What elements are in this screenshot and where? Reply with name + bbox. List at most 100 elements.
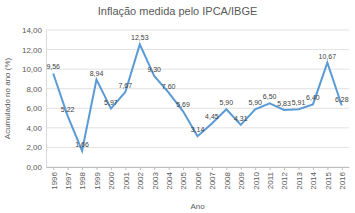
- x-tick-label: 1998: [78, 171, 87, 189]
- x-tick: 2004: [165, 167, 174, 190]
- x-tick-mark: [241, 167, 242, 170]
- y-tick: 8,00: [26, 85, 46, 94]
- data-label: 8,94: [90, 70, 104, 77]
- x-tick: 1999: [93, 167, 102, 190]
- y-tick: 6,00: [26, 104, 46, 113]
- x-tick: 2011: [266, 167, 275, 189]
- y-tick: 12,00: [22, 46, 46, 55]
- data-label: 4,31: [234, 115, 248, 122]
- x-tick-label: 2001: [122, 171, 131, 189]
- data-label: 5,90: [248, 99, 262, 106]
- x-axis: 1996199719981999200020012002200320042005…: [47, 167, 350, 190]
- x-tick-mark: [169, 167, 170, 170]
- data-label: 6,28: [335, 96, 349, 103]
- data-label: 3,14: [191, 126, 205, 133]
- y-axis-line: [46, 31, 47, 168]
- y-tick-label: 4,00: [26, 124, 42, 133]
- y-tick-label: 2,00: [26, 143, 42, 152]
- x-tick: 2005: [179, 167, 188, 190]
- x-tick-mark: [125, 167, 126, 170]
- y-tick-label: 0,00: [26, 163, 42, 172]
- x-tick-label: 2014: [309, 171, 318, 189]
- x-tick: 2006: [194, 167, 203, 190]
- x-tick: 2013: [295, 167, 304, 190]
- x-tick-label: 2002: [136, 171, 145, 189]
- y-tick: 2,00: [26, 143, 46, 152]
- data-label: 10,67: [319, 53, 337, 60]
- grid-line: [46, 49, 349, 50]
- x-tick-label: 2012: [280, 171, 289, 189]
- data-labels: 9,565,221,668,945,977,6712,539,307,605,6…: [46, 34, 348, 147]
- x-tick-mark: [53, 167, 54, 170]
- x-tick: 2007: [208, 167, 217, 190]
- x-tick-mark: [255, 167, 256, 170]
- y-tick-label: 10,00: [22, 65, 43, 74]
- x-tick-mark: [284, 167, 285, 170]
- x-tick-mark: [183, 167, 184, 170]
- data-label: 1,66: [75, 141, 89, 148]
- x-tick-mark: [226, 167, 227, 170]
- x-tick-mark: [327, 167, 328, 170]
- x-tick: 2002: [136, 167, 145, 190]
- x-tick-label: 2013: [295, 171, 304, 189]
- x-tick: 2003: [151, 167, 160, 190]
- x-tick: 2008: [223, 167, 232, 190]
- x-tick-label: 2009: [237, 171, 246, 189]
- x-tick-mark: [313, 167, 314, 170]
- x-tick: 1996: [50, 167, 59, 190]
- x-tick-mark: [270, 167, 271, 170]
- x-tick-label: 2005: [179, 171, 188, 189]
- x-tick: 1998: [78, 167, 87, 190]
- x-tick: 2012: [280, 167, 289, 190]
- grid: [46, 30, 349, 167]
- x-tick: 2015: [324, 167, 333, 190]
- data-line: [53, 44, 342, 150]
- x-tick-label: 1996: [50, 171, 59, 189]
- grid-line: [46, 30, 349, 31]
- grid-line: [46, 147, 349, 148]
- x-tick-label: 2000: [107, 171, 116, 189]
- title: Inflação medida pelo IPCA/IBGE: [98, 5, 258, 17]
- data-label: 7,67: [119, 82, 133, 89]
- chart: Inflação medida pelo IPCA/IBGE 0,00 2,00 4,…: [0, 0, 355, 213]
- x-tick-mark: [82, 167, 83, 170]
- x-tick-label: 2010: [252, 171, 261, 189]
- x-tick-mark: [154, 167, 155, 170]
- y-tick: 0,00: [26, 163, 46, 172]
- data-label: 5,90: [220, 99, 234, 106]
- x-tick: 2001: [122, 167, 131, 190]
- plot-area: [53, 44, 342, 150]
- data-label: 5,83: [277, 100, 291, 107]
- x-tick-mark: [111, 167, 112, 170]
- grid-line: [46, 88, 349, 89]
- x-tick-mark: [299, 167, 300, 170]
- data-label: 5,97: [104, 99, 118, 106]
- x-tick-label: 2003: [151, 171, 160, 189]
- y-tick-label: 14,00: [22, 26, 43, 35]
- x-tick: 2000: [107, 167, 116, 190]
- data-label: 9,30: [147, 66, 161, 73]
- data-label: 9,56: [46, 63, 60, 70]
- x-tick-label: 2007: [208, 171, 217, 189]
- y-axis: 0,00 2,00 4,00 6,00 8,00 10,00 12,00 14,00: [22, 26, 47, 172]
- y-tick: 14,00: [22, 26, 46, 35]
- x-tick-mark: [198, 167, 199, 170]
- y-tick: 4,00: [26, 124, 46, 133]
- x-tick-mark: [342, 167, 343, 170]
- y-tick-label: 8,00: [26, 85, 42, 94]
- y-tick-label: 12,00: [22, 46, 43, 55]
- x-tick-label: 2016: [338, 171, 347, 189]
- x-tick-mark: [68, 167, 69, 170]
- y-tick: 10,00: [22, 65, 46, 74]
- data-label: 7,60: [162, 83, 176, 90]
- x-tick-label: 2015: [324, 171, 333, 189]
- x-tick-label: 2006: [194, 171, 203, 189]
- x-tick-label: 2011: [266, 171, 275, 189]
- data-label: 4,45: [205, 113, 219, 120]
- x-tick-label: 2008: [223, 171, 232, 189]
- x-tick-mark: [140, 167, 141, 170]
- x-tick-label: 1999: [93, 171, 102, 189]
- y-axis-title: Acumulado no ano (%): [3, 57, 12, 139]
- x-tick: 2010: [252, 167, 261, 190]
- x-tick-mark: [97, 167, 98, 170]
